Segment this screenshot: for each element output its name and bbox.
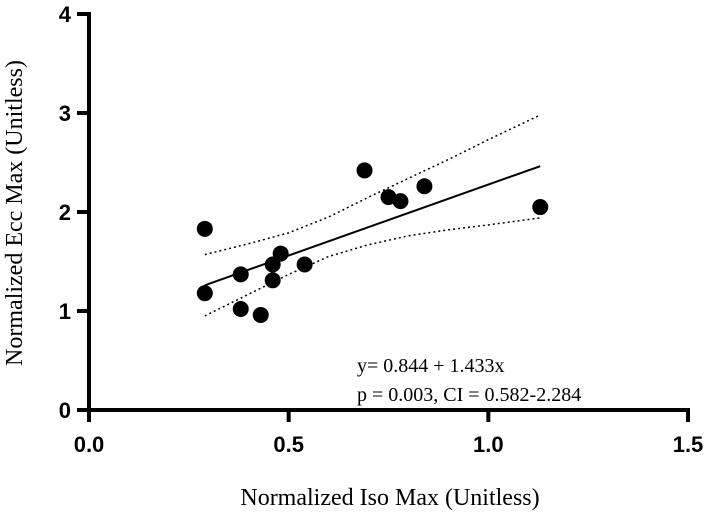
x-tick-label: 0.0 — [74, 432, 105, 457]
regression-line — [204, 165, 541, 287]
data-point — [232, 301, 249, 318]
data-point — [296, 256, 313, 273]
y-tick-label: 3 — [59, 101, 71, 126]
y-tick-label: 1 — [59, 299, 71, 324]
regression-equation: y= 0.844 + 1.433x — [357, 355, 505, 377]
y-tick-label: 4 — [59, 2, 72, 27]
x-tick-label: 1.0 — [473, 432, 504, 457]
x-tick-label: 1.5 — [673, 432, 704, 457]
data-point — [196, 220, 213, 237]
x-tick-label: 0.5 — [273, 432, 304, 457]
data-point — [392, 193, 409, 210]
y-tick-label: 2 — [59, 200, 71, 225]
data-point — [232, 266, 249, 283]
data-point — [356, 162, 373, 179]
x-axis-ticks: 0.0 0.5 1.0 1.5 — [74, 410, 704, 457]
x-axis-title: Normalized Iso Max (Unitless) — [240, 485, 539, 511]
y-axis-title: Normalized Ecc Max (Unitless) — [2, 60, 28, 366]
data-point — [532, 199, 549, 216]
data-point — [196, 285, 213, 302]
y-axis-ticks: 0 1 2 3 4 — [59, 2, 89, 423]
regression-stats: p = 0.003, CI = 0.582-2.284 — [357, 384, 581, 406]
y-tick-label: 0 — [59, 398, 71, 423]
data-point — [264, 272, 281, 289]
plot-area — [196, 114, 549, 323]
data-point — [272, 245, 289, 262]
data-point — [252, 306, 269, 323]
data-point — [416, 178, 433, 195]
